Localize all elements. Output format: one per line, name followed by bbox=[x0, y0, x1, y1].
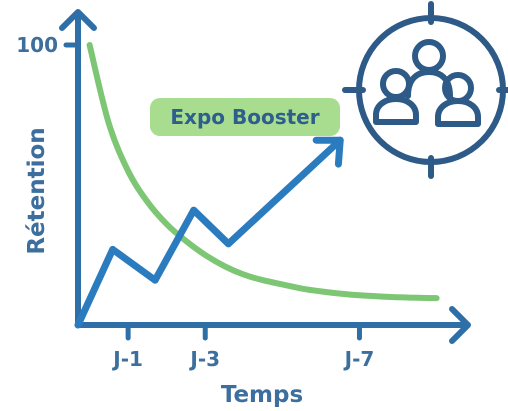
x-ticks: J-1 J-3 J-7 bbox=[111, 322, 375, 371]
badge-label: Expo Booster bbox=[170, 105, 319, 129]
target-group-icon bbox=[342, 1, 508, 179]
x-tick-label: J-1 bbox=[111, 347, 143, 371]
y-axis-title: Rétention bbox=[24, 127, 50, 254]
x-tick-label: J-3 bbox=[188, 347, 220, 371]
expo-booster-badge: Expo Booster bbox=[150, 98, 340, 136]
series-layer bbox=[74, 42, 440, 329]
y-axis-arrowhead bbox=[59, 9, 97, 31]
badge-background bbox=[150, 98, 340, 136]
retention-curve bbox=[86, 42, 440, 302]
booster-point bbox=[109, 246, 117, 253]
booster-line bbox=[74, 136, 344, 329]
booster-point bbox=[151, 276, 159, 284]
booster-point bbox=[225, 240, 232, 248]
x-axis-title: Temps bbox=[221, 382, 303, 408]
x-axis-arrowhead bbox=[449, 306, 471, 344]
x-tick-label: J-7 bbox=[343, 347, 375, 371]
axes bbox=[59, 9, 471, 344]
y-tick-label: 100 bbox=[16, 33, 58, 57]
booster-point bbox=[74, 321, 82, 329]
booster-point bbox=[336, 136, 344, 144]
booster-point bbox=[190, 206, 198, 214]
